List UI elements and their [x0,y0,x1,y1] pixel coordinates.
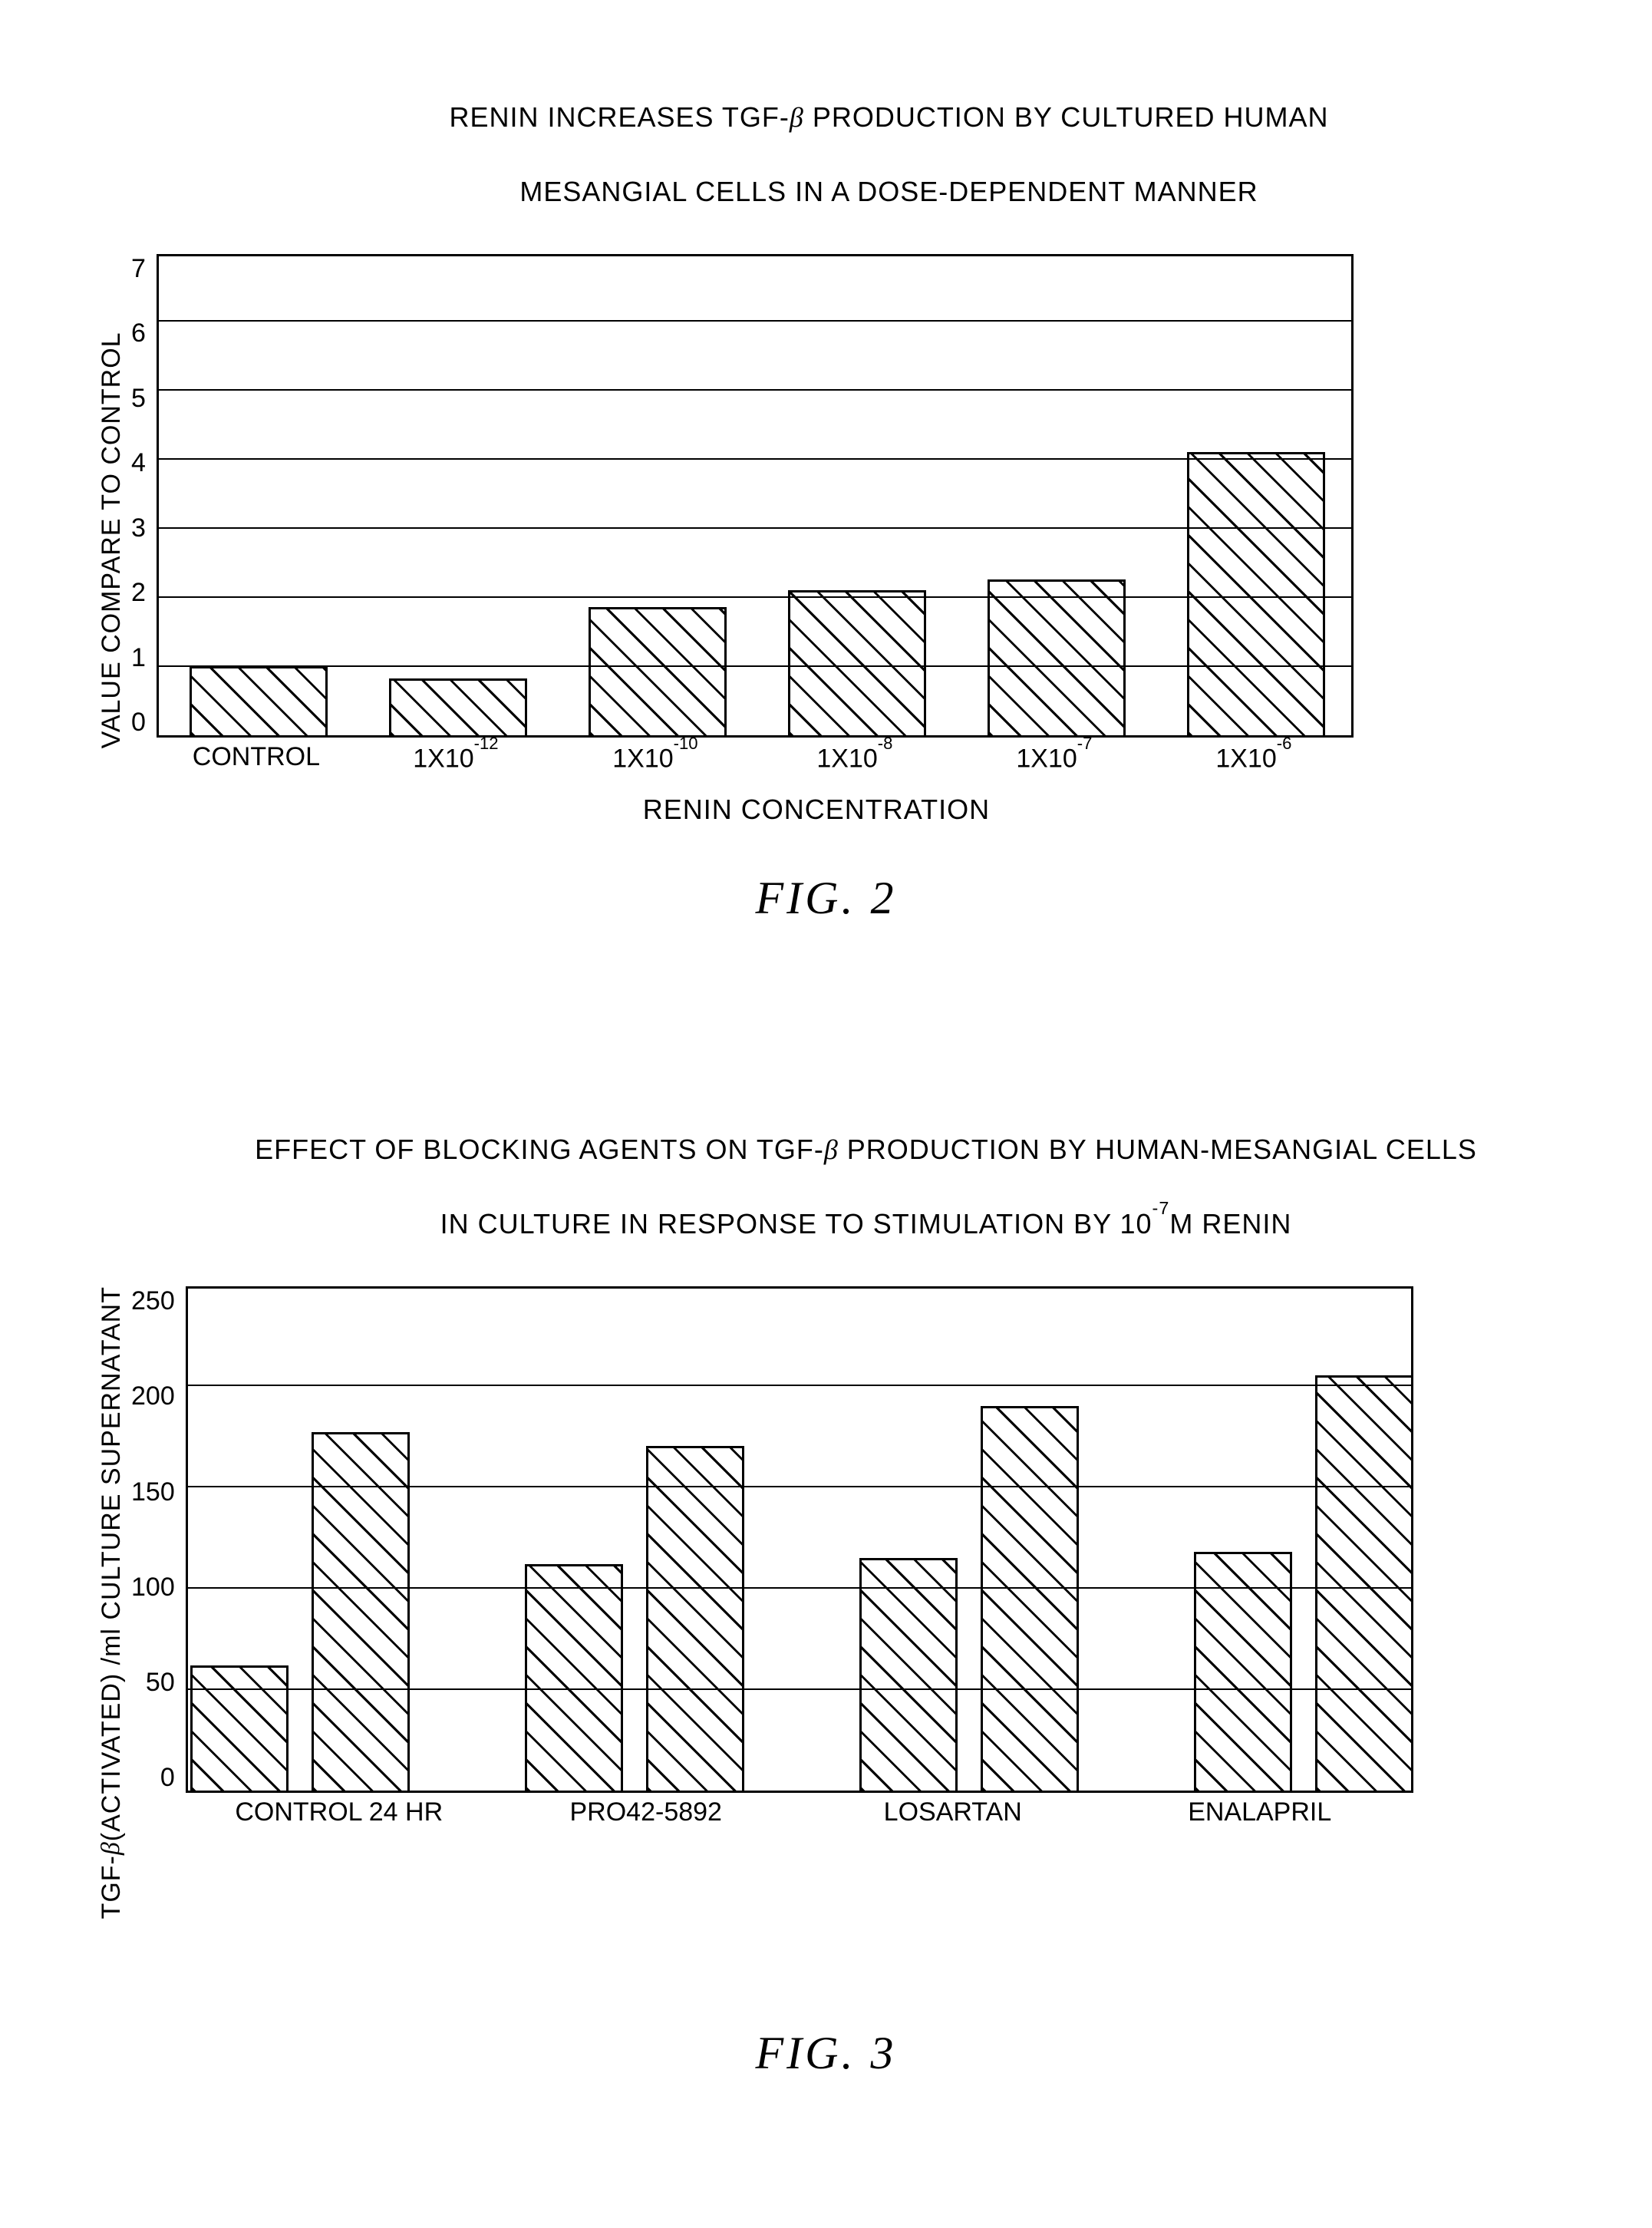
fig2-chart: VALUE COMPARE TO CONTROL 7 6 5 4 3 2 1 0 CONTRO… [92,254,1560,826]
error-bar [856,590,858,592]
bar [1315,1375,1413,1791]
bar [788,590,926,735]
fig3-caption: FIG. 3 [92,2027,1560,2080]
bar-group [1187,452,1325,735]
bar-group [1194,1375,1413,1791]
ytick: 7 [131,254,146,284]
bar-group [190,1432,410,1791]
bar-hatch [193,1668,286,1791]
ytick: 3 [131,513,146,543]
ytick: 200 [131,1381,175,1411]
title-line-2: IN CULTURE IN RESPONSE TO STIMULATION BY… [440,1208,1292,1239]
xtick: CONTROL [157,742,356,774]
bar [589,607,727,735]
ytick: 4 [131,448,146,478]
gridline [159,389,1351,391]
figure-3: EFFECT OF BLOCKING AGENTS ON TGF-β PRODU… [92,1094,1560,2079]
xtick: PRO42-5892 [493,1797,800,1827]
error-bar [1055,579,1057,582]
bar-hatch [591,609,724,735]
bar-hatch [990,582,1123,735]
bar-hatch [314,1434,407,1791]
bar-group [389,678,527,735]
bar-hatch [1189,454,1323,735]
xtick: LOSARTAN [800,1797,1106,1827]
xtick: 1X10-12 [356,742,556,774]
xtick: 1X10-8 [755,742,955,774]
bar-hatch [862,1560,955,1791]
xtick: CONTROL 24 HR [186,1797,493,1827]
ytick: 0 [131,708,146,738]
xtick: 1X10-6 [1154,742,1354,774]
bar-hatch [391,681,525,735]
fig2-plot [157,254,1354,738]
bar-group [859,1406,1079,1791]
fig3-plot [186,1286,1413,1793]
bar-group [525,1446,744,1791]
bar [859,1558,958,1791]
bar [646,1446,744,1791]
bar-hatch [527,1566,621,1791]
xtick: 1X10-7 [955,742,1154,774]
figure-2: RENIN INCREASES TGF-β PRODUCTION BY CULT… [92,61,1560,925]
bar [190,666,328,735]
bar [988,579,1126,735]
fig2-title: RENIN INCREASES TGF-β PRODUCTION BY CULT… [184,61,1560,248]
bar [190,1665,289,1791]
fig2-caption: FIG. 2 [92,872,1560,925]
title-line-1: EFFECT OF BLOCKING AGENTS ON TGF-β PRODU… [255,1134,1477,1165]
bar [389,678,527,735]
fig3-chart: TGF-β(ACTIVATED) /ml CULTURE SUPERNATANT… [92,1286,1560,1919]
title-line-1: RENIN INCREASES TGF-β PRODUCTION BY CULT… [449,101,1328,133]
bar [1187,452,1325,735]
bar-hatch [1317,1378,1411,1791]
ytick: 1 [131,643,146,673]
fig2-ylabel: VALUE COMPARE TO CONTROL [92,254,131,826]
gridline [159,527,1351,529]
ytick: 150 [131,1477,175,1507]
gridline [159,458,1351,460]
bar-hatch [192,668,325,735]
bar [981,1406,1079,1791]
ytick: 100 [131,1573,175,1603]
xtick: 1X10-10 [556,742,755,774]
fig3-xticks: CONTROL 24 HRPRO42-5892LOSARTANENALAPRIL [186,1797,1413,1827]
ytick: 6 [131,319,146,348]
fig2-xticks: CONTROL1X10-121X10-101X10-81X10-71X10-6 [157,742,1354,774]
ytick: 250 [131,1286,175,1316]
error-bar [1255,452,1257,454]
bar-hatch [1196,1554,1290,1791]
bar [1194,1552,1292,1791]
fig3-yaxis: 250 200 150 100 50 0 [131,1286,186,1793]
bar [525,1564,623,1791]
xtick: ENALAPRIL [1106,1797,1413,1827]
bar-group [589,607,727,735]
bar-hatch [983,1408,1077,1791]
ytick: 0 [160,1763,175,1793]
ytick: 5 [131,384,146,414]
bar-group [988,579,1126,735]
title-line-2: MESANGIAL CELLS IN A DOSE-DEPENDENT MANN… [519,176,1258,207]
gridline [159,320,1351,322]
bar-group [788,590,926,735]
error-bar [656,607,658,609]
gridline [159,665,1351,667]
fig2-xlabel: RENIN CONCENTRATION [279,794,1354,826]
fig2-yaxis: 7 6 5 4 3 2 1 0 [131,254,157,738]
fig3-title: EFFECT OF BLOCKING AGENTS ON TGF-β PRODU… [138,1094,1560,1280]
ytick: 50 [146,1668,175,1698]
bar-hatch [648,1448,742,1791]
bar-group [190,666,328,735]
fig3-ylabel: TGF-β(ACTIVATED) /ml CULTURE SUPERNATANT [92,1286,131,1919]
ytick: 2 [131,578,146,608]
bar-hatch [790,592,924,735]
bar [312,1432,410,1791]
gridline [159,596,1351,598]
